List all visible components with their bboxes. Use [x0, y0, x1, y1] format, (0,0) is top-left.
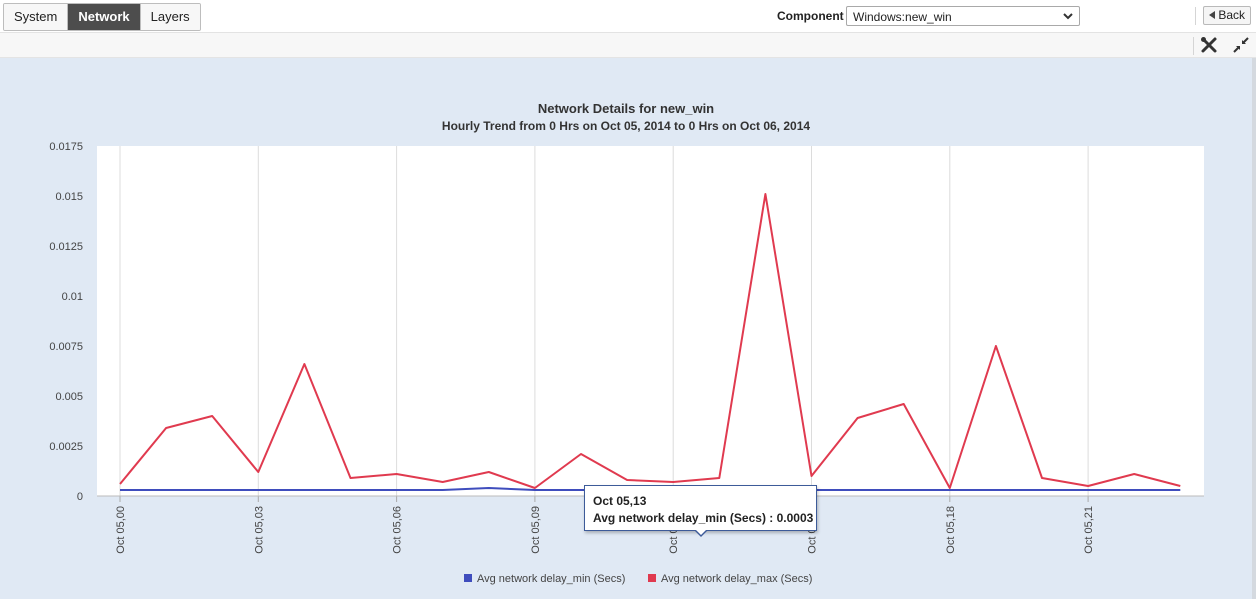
back-button[interactable]: Back: [1203, 6, 1251, 25]
x-tick-label: Oct 05,18: [945, 506, 957, 554]
y-tick-label: 0.005: [55, 391, 83, 403]
collapse-icon[interactable]: [1232, 36, 1250, 54]
divider: [1193, 37, 1194, 55]
tooltip-arrow-inner: [696, 530, 706, 535]
vertical-scrollbar[interactable]: [1252, 58, 1256, 599]
view-tabs: System Network Layers: [3, 3, 201, 31]
x-tick-label: Oct 05,21: [1083, 506, 1095, 554]
back-arrow-icon: [1209, 11, 1215, 19]
x-tick-label: Oct 05,03: [253, 506, 265, 554]
legend-item-label[interactable]: Avg network delay_min (Secs): [477, 573, 625, 585]
tooltip-text: Avg network delay_min (Secs) : 0.0003: [593, 511, 814, 525]
tooltip-title: Oct 05,13: [593, 494, 647, 508]
series-line-delay-max[interactable]: [119, 193, 1181, 489]
chart-tooltip: Oct 05,13 Avg network delay_min (Secs) :…: [584, 485, 817, 537]
component-select-value: Windows:new_win: [853, 10, 952, 24]
back-button-label: Back: [1218, 8, 1245, 22]
y-tick-label: 0.015: [55, 191, 83, 203]
chart-toolbar: [0, 33, 1256, 58]
legend-swatch: [464, 574, 472, 582]
settings-tools-icon[interactable]: [1200, 36, 1218, 54]
chart-container: Network Details for new_win Hourly Trend…: [0, 58, 1256, 599]
top-bar: System Network Layers Component Windows:…: [0, 0, 1256, 33]
y-tick-label: 0.0125: [49, 241, 83, 253]
tab-layers[interactable]: Layers: [140, 4, 200, 30]
plot-area: [97, 146, 1204, 496]
component-label: Component: [777, 9, 844, 23]
chart-subtitle: Hourly Trend from 0 Hrs on Oct 05, 2014 …: [442, 119, 810, 133]
y-tick-label: 0: [77, 491, 83, 503]
tab-system[interactable]: System: [4, 4, 69, 30]
divider: [1195, 7, 1196, 25]
legend-swatch: [648, 574, 656, 582]
line-chart: Network Details for new_win Hourly Trend…: [49, 101, 1204, 585]
x-tick-label: Oct 05,09: [530, 506, 542, 554]
chart-title: Network Details for new_win: [538, 101, 714, 116]
legend-item-label[interactable]: Avg network delay_max (Secs): [661, 573, 812, 585]
y-tick-label: 0.0175: [49, 141, 83, 153]
y-tick-label: 0.0025: [49, 441, 83, 453]
y-tick-label: 0.0075: [49, 341, 83, 353]
tab-network[interactable]: Network: [68, 4, 141, 30]
component-select[interactable]: Windows:new_win: [846, 6, 1080, 26]
x-tick-label: Oct 05,06: [392, 506, 404, 554]
x-tick-label: Oct 05,00: [115, 506, 127, 554]
chevron-down-icon: [1063, 9, 1073, 26]
y-tick-label: 0.01: [62, 291, 83, 303]
